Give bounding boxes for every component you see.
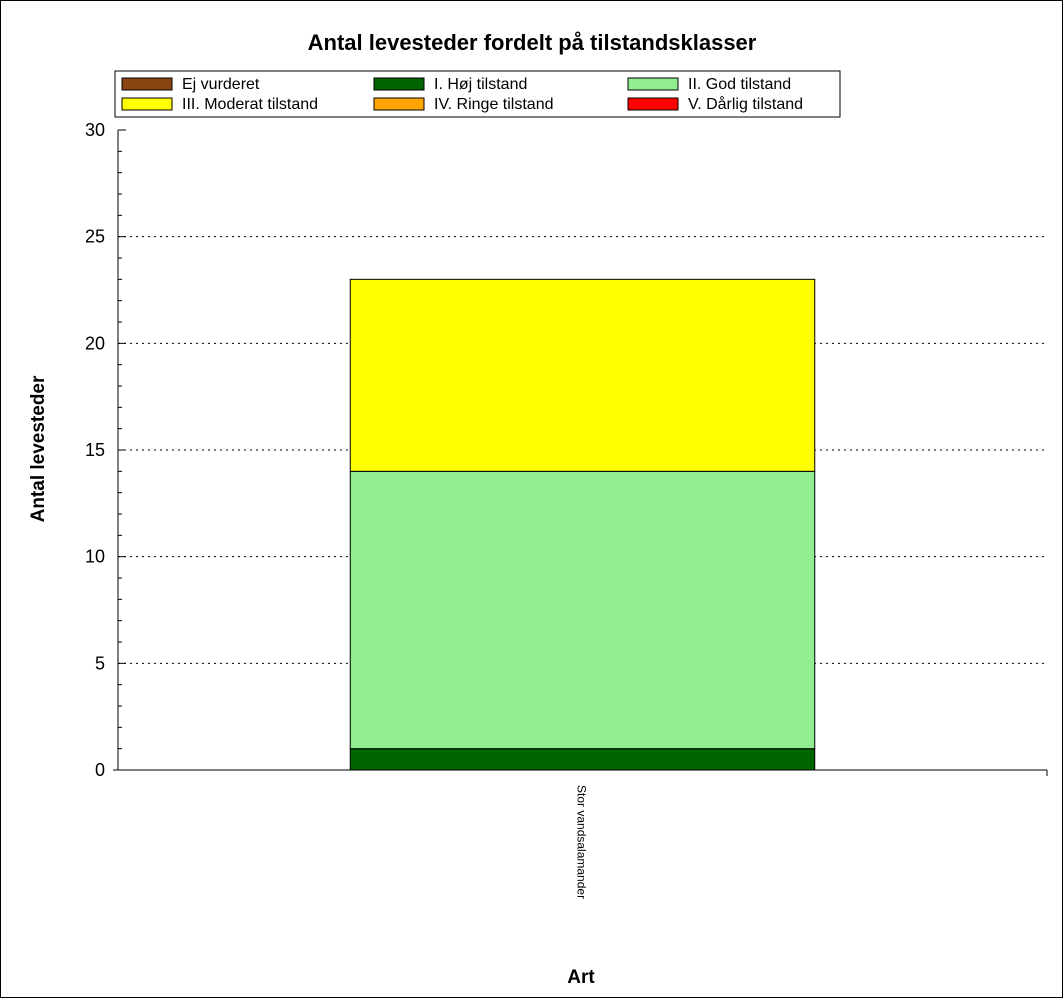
gridlines — [118, 236, 1047, 664]
legend-swatch — [627, 77, 679, 91]
legend-label: Ej vurderet — [182, 76, 260, 93]
x-axis-title: Art — [567, 967, 595, 988]
legend-swatch — [373, 97, 425, 111]
bar-segment — [349, 278, 816, 472]
y-axis-ticks: 0 5 10 15 20 25 30 — [85, 120, 126, 780]
x-axis-categories: Stor vandsalamander — [575, 785, 589, 899]
y-tick-label: 30 — [85, 120, 105, 140]
x-category-label: Stor vandsalamander — [575, 785, 589, 899]
y-tick-label: 20 — [85, 333, 105, 353]
bar-segment — [349, 470, 816, 750]
legend-swatch — [627, 97, 679, 111]
chart-title: Antal levesteder fordelt på tilstandskla… — [308, 30, 757, 55]
legend-label: IV. Ringe tilstand — [434, 96, 553, 113]
y-tick-label: 5 — [95, 653, 105, 673]
legend-box — [114, 70, 841, 118]
y-tick-label: 15 — [85, 440, 105, 460]
y-tick-label: 25 — [85, 227, 105, 247]
bars — [349, 278, 816, 771]
legend-label: III. Moderat tilstand — [182, 96, 318, 113]
y-tick-label: 0 — [95, 760, 105, 780]
legend-label: II. God tilstand — [688, 76, 791, 93]
legend-label: I. Høj tilstand — [434, 76, 527, 93]
legend: Ej vurderet I. Høj tilstand II. God tilsta… — [114, 70, 841, 118]
y-tick-label: 10 — [85, 547, 105, 567]
legend-swatch — [121, 97, 173, 111]
legend-label: V. Dårlig tilstand — [688, 95, 803, 113]
bar-segment — [349, 748, 816, 771]
y-axis-title: Antal levesteder — [28, 375, 49, 522]
legend-swatch — [121, 77, 173, 91]
legend-swatch — [373, 77, 425, 91]
